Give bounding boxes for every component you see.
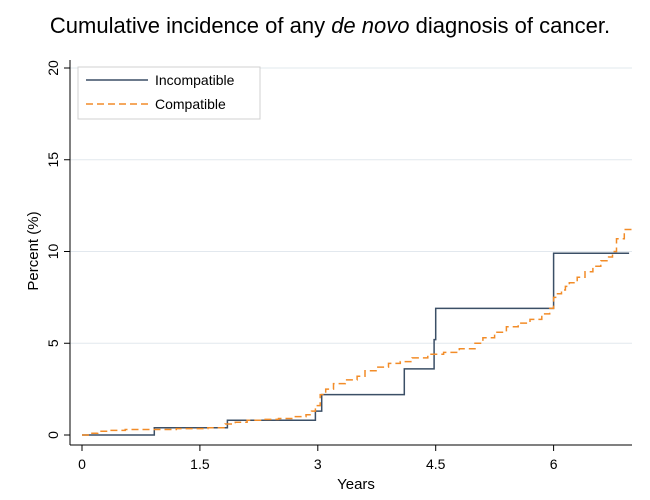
y-tick-label-3: 15 [45,152,61,168]
x-tick-label-2: 3 [314,456,322,472]
x-tick-label-0: 0 [78,456,86,472]
series-group [82,227,633,436]
ticks: 0 5 10 15 20 0 1.5 3 4.5 6 [45,60,558,472]
x-tick-label-4: 6 [550,456,558,472]
x-tick-label-1: 1.5 [190,456,210,472]
legend: Incompatible Compatible [77,66,261,120]
y-tick-label-4: 20 [45,60,61,76]
y-axis-title: Percent (%) [25,211,42,290]
chart-title: Cumulative incidence of any de novo diag… [50,13,610,38]
legend-label-incompatible: Incompatible [155,72,235,88]
legend-box [77,66,261,120]
y-tick-label-1: 5 [45,339,61,347]
x-axis-title: Years [337,476,375,493]
y-tick-label-0: 0 [45,431,61,439]
axes [69,60,632,446]
series-line-compatible [82,227,633,436]
legend-label-compatible: Compatible [155,96,226,112]
y-tick-label-2: 10 [45,244,61,260]
series-line-incompatible [82,252,630,436]
x-tick-label-3: 4.5 [426,456,446,472]
